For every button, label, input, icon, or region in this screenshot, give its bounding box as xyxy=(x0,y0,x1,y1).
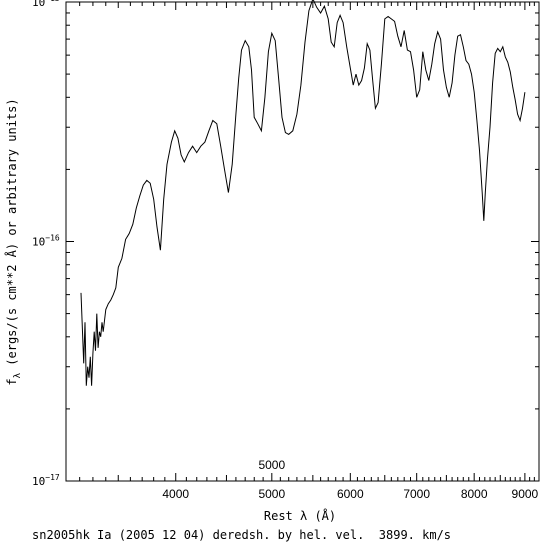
y-tick-label: 10−17 xyxy=(32,473,60,488)
y-tick-label-exponent: −15 xyxy=(45,0,60,3)
x-tick-label: 8000 xyxy=(461,487,488,501)
x-tick-label: 5000 xyxy=(258,487,285,501)
x-tick-label: 4000 xyxy=(162,487,189,501)
spectrum-series-line xyxy=(80,0,526,386)
x-tick-label: 7000 xyxy=(403,487,430,501)
y-tick-label: 10−15 xyxy=(32,0,60,9)
y-tick-label-exponent: −16 xyxy=(45,234,60,243)
y-tick-label-mantissa: 10 xyxy=(32,475,45,488)
y-axis-label: fλ (ergs/(s cm**2 Å) or arbitrary units) xyxy=(4,98,23,385)
y-axis-label-rest: (ergs/(s cm**2 Å) or arbitrary units) xyxy=(4,98,19,373)
chart-caption: sn2005hk Ia (2005 12 04) deredsh. by hel… xyxy=(32,528,452,542)
y-tick-label-mantissa: 10 xyxy=(32,0,45,9)
chart-annotation: 5000 xyxy=(258,458,285,472)
y-tick-label-mantissa: 10 xyxy=(32,236,45,249)
x-axis-label: Rest λ (Å) xyxy=(264,508,336,523)
y-tick-label: 10−16 xyxy=(32,234,60,249)
plot-frame xyxy=(65,1,540,482)
x-tick-label: 6000 xyxy=(337,487,364,501)
y-tick-label-exponent: −17 xyxy=(45,473,60,482)
x-axis-ticks: 4000 5000 6000 7000 8000 9000 xyxy=(79,2,540,501)
y-axis-label-subscript: λ xyxy=(13,372,23,378)
y-axis-label-group: fλ (ergs/(s cm**2 Å) or arbitrary units) xyxy=(4,98,23,385)
x-tick-label: 9000 xyxy=(512,487,539,501)
